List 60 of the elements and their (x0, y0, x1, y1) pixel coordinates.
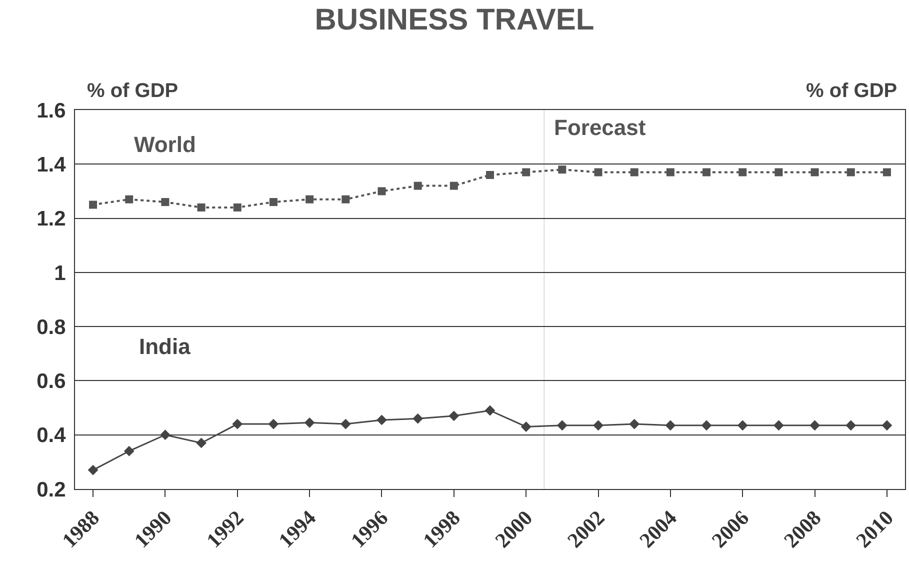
point (233, 203, 242, 212)
point (702, 168, 711, 176)
point (810, 420, 820, 431)
y-tick-label: 1.6 (36, 99, 66, 122)
point (306, 195, 314, 204)
point (846, 420, 856, 431)
point (558, 166, 566, 174)
point (304, 417, 315, 428)
point (232, 418, 243, 430)
point (882, 420, 892, 431)
point (340, 418, 351, 430)
point (378, 187, 386, 196)
point (520, 422, 532, 432)
point (629, 418, 640, 430)
point (846, 168, 855, 176)
ref-line-label: Forecast (554, 115, 646, 140)
point (486, 170, 494, 179)
point (450, 182, 458, 190)
point (666, 168, 674, 176)
point (412, 413, 424, 424)
point (594, 168, 602, 176)
point (89, 200, 98, 209)
point (125, 195, 134, 204)
point (197, 203, 206, 212)
point (556, 420, 568, 431)
y-tick-label: 1.4 (36, 153, 66, 176)
point (124, 446, 134, 456)
y-tick-label: 0.4 (36, 424, 66, 448)
point (196, 438, 206, 448)
point (522, 168, 530, 176)
y-axis-title: % of GDP (87, 80, 178, 102)
point (810, 168, 819, 176)
point (737, 420, 748, 431)
point (88, 464, 98, 476)
point (342, 195, 350, 204)
point (484, 405, 496, 416)
y-tick-label: 1 (54, 262, 66, 285)
series-label: World (134, 132, 196, 157)
text: India (139, 334, 192, 359)
point (738, 168, 747, 176)
point (160, 430, 170, 440)
y-tick-label: 1.2 (36, 208, 66, 231)
point (448, 410, 460, 422)
point (161, 198, 170, 206)
point (882, 168, 891, 176)
text: % of GDP (806, 80, 898, 102)
point (376, 414, 387, 426)
point (774, 168, 783, 176)
point (774, 420, 784, 431)
point (268, 418, 279, 430)
chart-title: BUSINESS TRAVEL (314, 4, 594, 37)
point (414, 182, 422, 190)
point (630, 168, 638, 176)
point (593, 420, 604, 431)
point (701, 420, 712, 431)
y-tick-label: 0.2 (36, 478, 66, 502)
y-tick-label: 0.8 (36, 316, 66, 339)
point (665, 420, 676, 431)
point (269, 198, 278, 206)
y-tick-label: 0.6 (36, 370, 66, 394)
